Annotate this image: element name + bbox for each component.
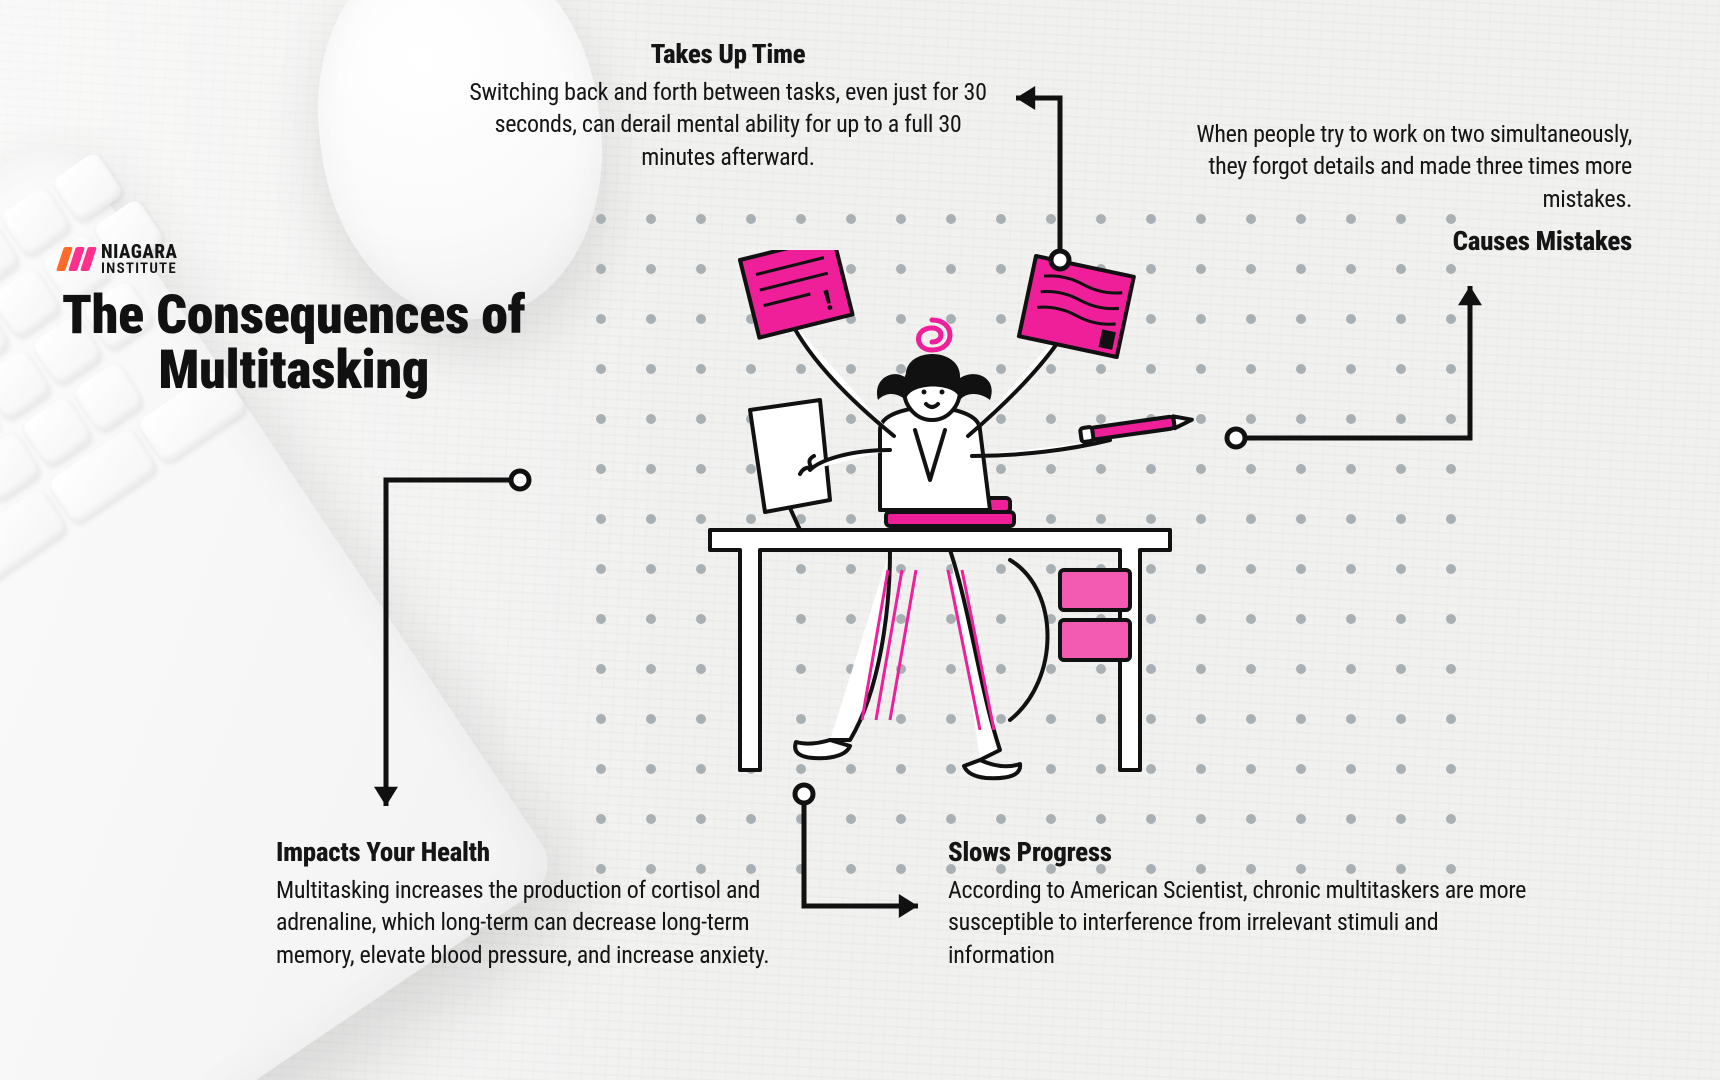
callout-title: Takes Up Time (458, 38, 998, 70)
callout-takes-time: Takes Up Time Switching back and forth be… (458, 38, 998, 173)
infographic-stage: NIAGARA INSTITUTE The Consequences of Mu… (0, 0, 1720, 1080)
callout-title: Impacts Your Health (276, 836, 796, 868)
callout-title: Causes Mistakes (1162, 225, 1632, 257)
callout-body: Multitasking increases the production of… (276, 874, 796, 971)
callout-slows-progress: Slows Progress According to American Scie… (948, 836, 1528, 971)
callout-impacts-health: Impacts Your Health Multitasking increase… (276, 836, 796, 971)
callout-body: When people try to work on two simultane… (1162, 118, 1632, 215)
callout-body: According to American Scientist, chronic… (948, 874, 1528, 971)
callout-title: Slows Progress (948, 836, 1528, 868)
callout-body: Switching back and forth between tasks, … (458, 76, 998, 173)
callout-causes-mistakes: When people try to work on two simultane… (1162, 112, 1632, 257)
